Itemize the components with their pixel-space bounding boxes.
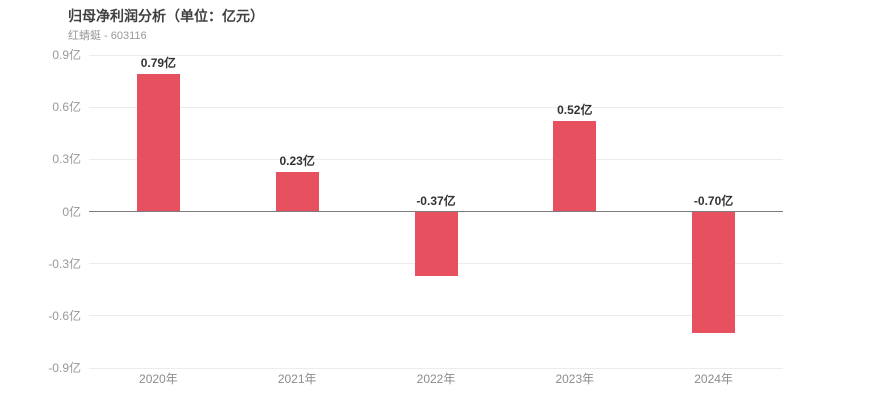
gridline [89,367,783,369]
y-axis-tick-label: 0.9亿 [52,48,81,62]
gridline [89,106,783,108]
bar[interactable] [275,171,319,212]
x-axis-tick-label: 2022年 [416,372,456,386]
bar[interactable] [553,121,597,212]
y-axis-tick-label: 0.6亿 [52,100,81,115]
bar-value-label: 0.79亿 [140,56,177,71]
chart-subtitle: 红蜻蜓 - 603116 [68,30,147,42]
y-axis-tick-label: -0.6亿 [48,308,81,323]
gridline [89,315,783,317]
bar-value-label: 0.52亿 [557,103,593,118]
y-axis-tick-label: -0.3亿 [48,256,81,271]
x-axis-tick-label: 2023年 [555,372,595,386]
x-axis-tick-label: 2020年 [139,372,178,386]
bar-value-label: -0.70亿 [693,193,734,208]
bar-value-label: 0.23亿 [279,153,315,168]
x-axis-tick-label: 2024年 [694,372,733,386]
y-axis-tick-label: 0亿 [62,204,81,219]
y-axis-tick-label: 0.3亿 [52,152,81,167]
bar[interactable] [136,74,180,212]
bar[interactable] [414,211,458,276]
chart-title: 归母净利润分析（单位：亿元） [68,8,264,24]
zero-axis-line [89,211,783,212]
x-axis-tick-label: 2021年 [277,372,317,386]
y-axis-tick-label: -0.9亿 [48,361,81,375]
bar[interactable] [692,211,736,334]
gridline [89,54,783,56]
bar-value-label: -0.37亿 [416,193,456,208]
gridline [89,158,783,160]
